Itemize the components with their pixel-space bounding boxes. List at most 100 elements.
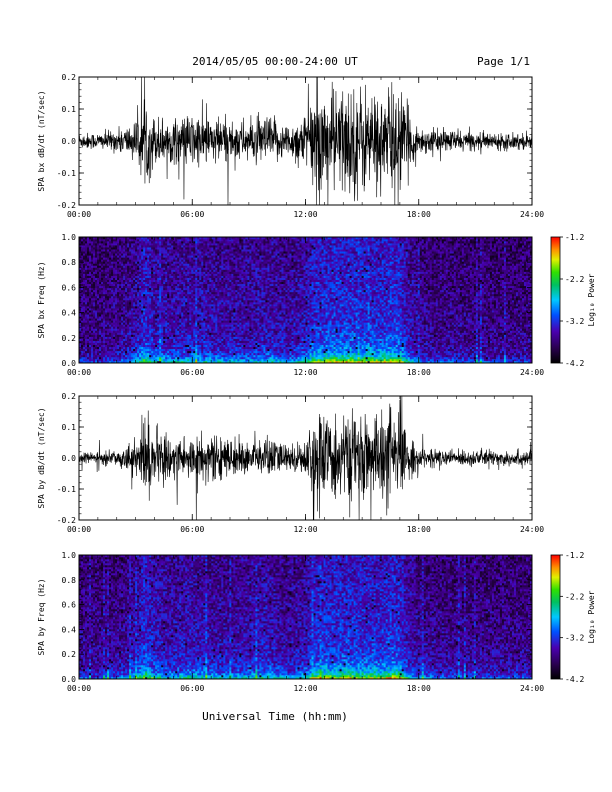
heatmap-cell: [133, 310, 135, 312]
heatmap-cell: [93, 339, 95, 341]
heatmap-cell: [83, 265, 85, 267]
heatmap-cell: [99, 324, 101, 326]
heatmap-cell: [119, 265, 121, 267]
heatmap-cell: [151, 286, 153, 288]
heatmap-cell: [115, 341, 117, 343]
heatmap-cell: [89, 343, 91, 345]
heatmap-cell: [143, 249, 145, 251]
heatmap-cell: [107, 292, 109, 294]
heatmap-cell: [91, 310, 93, 312]
heatmap-cell: [89, 286, 91, 288]
heatmap-cell: [137, 347, 139, 349]
heatmap-cell: [93, 294, 95, 296]
heatmap-cell: [131, 261, 133, 263]
heatmap-cell: [83, 322, 85, 324]
heatmap-cell: [123, 333, 125, 335]
heatmap-cell: [143, 302, 145, 304]
heatmap-cell: [139, 251, 141, 253]
heatmap-cell: [89, 310, 91, 312]
heatmap-cell: [99, 318, 101, 320]
heatmap-cell: [151, 259, 153, 261]
heatmap-cell: [87, 343, 89, 345]
heatmap-cell: [119, 324, 121, 326]
heatmap-cell: [83, 241, 85, 243]
heatmap-cell: [129, 292, 131, 294]
heatmap-cell: [127, 257, 129, 259]
heatmap-cell: [101, 326, 103, 328]
heatmap-cell: [139, 359, 141, 361]
heatmap-cell: [125, 259, 127, 261]
heatmap-cell: [99, 310, 101, 312]
heatmap-cell: [147, 251, 149, 253]
heatmap-cell: [83, 296, 85, 298]
heatmap-cell: [139, 337, 141, 339]
heatmap-cell: [107, 359, 109, 361]
heatmap-cell: [95, 288, 97, 290]
heatmap-cell: [93, 328, 95, 330]
heatmap-cell: [111, 282, 113, 284]
heatmap-cell: [129, 320, 131, 322]
heatmap-cell: [133, 349, 135, 351]
series-line: [79, 77, 532, 205]
heatmap-cell: [141, 353, 143, 355]
heatmap-cell: [121, 337, 123, 339]
heatmap-cell: [103, 294, 105, 296]
heatmap-cell: [127, 343, 129, 345]
heatmap-cell: [115, 330, 117, 332]
heatmap-cell: [137, 278, 139, 280]
heatmap-cell: [151, 241, 153, 243]
heatmap-cell: [129, 312, 131, 314]
heatmap-cell: [119, 322, 121, 324]
heatmap-cell: [123, 322, 125, 324]
heatmap-cell: [131, 288, 133, 290]
heatmap-cell: [137, 349, 139, 351]
heatmap-cell: [103, 349, 105, 351]
heatmap-cell: [143, 294, 145, 296]
heatmap-cell: [85, 282, 87, 284]
heatmap-cell: [83, 282, 85, 284]
heatmap-cell: [83, 251, 85, 253]
heatmap-cell: [133, 335, 135, 337]
heatmap-cell: [97, 247, 99, 249]
heatmap-cell: [107, 328, 109, 330]
heatmap-cell: [123, 316, 125, 318]
heatmap-cell: [131, 270, 133, 272]
heatmap-cell: [111, 314, 113, 316]
heatmap-cell: [131, 296, 133, 298]
heatmap-cell: [87, 245, 89, 247]
heatmap-cell: [137, 343, 139, 345]
heatmap-cell: [103, 318, 105, 320]
heatmap-cell: [133, 261, 135, 263]
heatmap-cell: [113, 263, 115, 265]
heatmap-cell: [117, 288, 119, 290]
heatmap-cell: [105, 267, 107, 269]
heatmap-cell: [111, 257, 113, 259]
heatmap-cell: [85, 328, 87, 330]
heatmap-cell: [147, 253, 149, 255]
heatmap-cell: [145, 239, 147, 241]
heatmap-cell: [119, 326, 121, 328]
heatmap-cell: [115, 255, 117, 257]
heatmap-cell: [129, 247, 131, 249]
heatmap-cell: [139, 245, 141, 247]
heatmap-cell: [103, 255, 105, 257]
heatmap-cell: [137, 341, 139, 343]
heatmap-cell: [143, 351, 145, 353]
heatmap-cell: [119, 243, 121, 245]
heatmap-cell: [149, 343, 151, 345]
heatmap-cell: [145, 333, 147, 335]
heatmap-cell: [107, 241, 109, 243]
heatmap-cell: [133, 253, 135, 255]
heatmap-cell: [117, 324, 119, 326]
heatmap-cell: [139, 276, 141, 278]
heatmap-cell: [121, 324, 123, 326]
heatmap-cell: [123, 251, 125, 253]
heatmap-cell: [147, 255, 149, 257]
heatmap-cell: [91, 251, 93, 253]
heatmap-cell: [103, 337, 105, 339]
heatmap-cell: [87, 298, 89, 300]
heatmap-cell: [139, 241, 141, 243]
heatmap-cell: [91, 261, 93, 263]
heatmap-cell: [149, 337, 151, 339]
heatmap-cell: [89, 294, 91, 296]
